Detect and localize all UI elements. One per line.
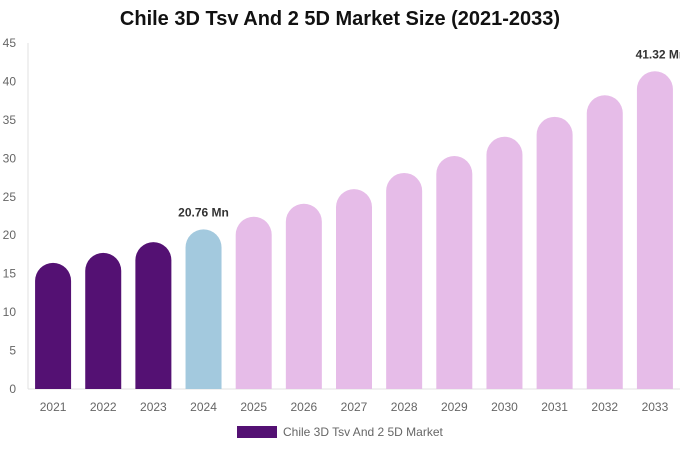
chart-title: Chile 3D Tsv And 2 5D Market Size (2021-…: [119, 8, 561, 30]
y-tick-label: 10: [3, 305, 17, 319]
bar-2021: [35, 262, 72, 389]
y-tick-label: 0: [9, 382, 16, 396]
data-label-2024: 20.76 Mn: [178, 205, 229, 219]
x-tick-label: 2024: [190, 400, 217, 414]
y-tick-label: 30: [3, 151, 17, 165]
x-tick-label: 2029: [441, 400, 468, 414]
bar-2030: [486, 136, 523, 389]
bar-2033: [636, 71, 673, 390]
bar-2024: [185, 229, 222, 389]
x-tick-label: 2032: [591, 400, 618, 414]
x-tick-label: 2026: [290, 400, 317, 414]
bar-2025: [235, 216, 272, 389]
y-tick-label: 5: [9, 344, 16, 358]
x-tick-label: 2025: [240, 400, 267, 414]
bar-2023: [135, 242, 172, 389]
legend-label: Chile 3D Tsv And 2 5D Market: [283, 425, 443, 439]
y-tick-label: 25: [3, 190, 17, 204]
y-tick-label: 20: [3, 228, 17, 242]
x-tick-label: 2023: [140, 400, 167, 414]
x-tick-label: 2030: [491, 400, 518, 414]
legend-swatch: [237, 426, 277, 438]
y-tick-label: 15: [3, 267, 17, 281]
x-tick-label: 2028: [391, 400, 418, 414]
data-label-2033: 41.32 Mn: [636, 47, 680, 61]
legend: Chile 3D Tsv And 2 5D Market: [237, 425, 443, 439]
y-tick-label: 35: [3, 113, 17, 127]
x-tick-label: 2027: [341, 400, 368, 414]
x-tick-label: 2033: [642, 400, 669, 414]
bar-2029: [436, 156, 473, 389]
x-tick-label: 2031: [541, 400, 568, 414]
bar-2027: [336, 189, 372, 389]
bar-2026: [285, 203, 322, 389]
bar-2022: [85, 252, 122, 389]
y-tick-label: 45: [3, 36, 17, 50]
x-tick-label: 2022: [90, 400, 117, 414]
y-tick-label: 40: [3, 74, 17, 88]
bar-2032: [586, 95, 623, 389]
x-tick-label: 2021: [40, 400, 67, 414]
bar-2031: [536, 116, 573, 389]
bar-2028: [386, 172, 423, 389]
